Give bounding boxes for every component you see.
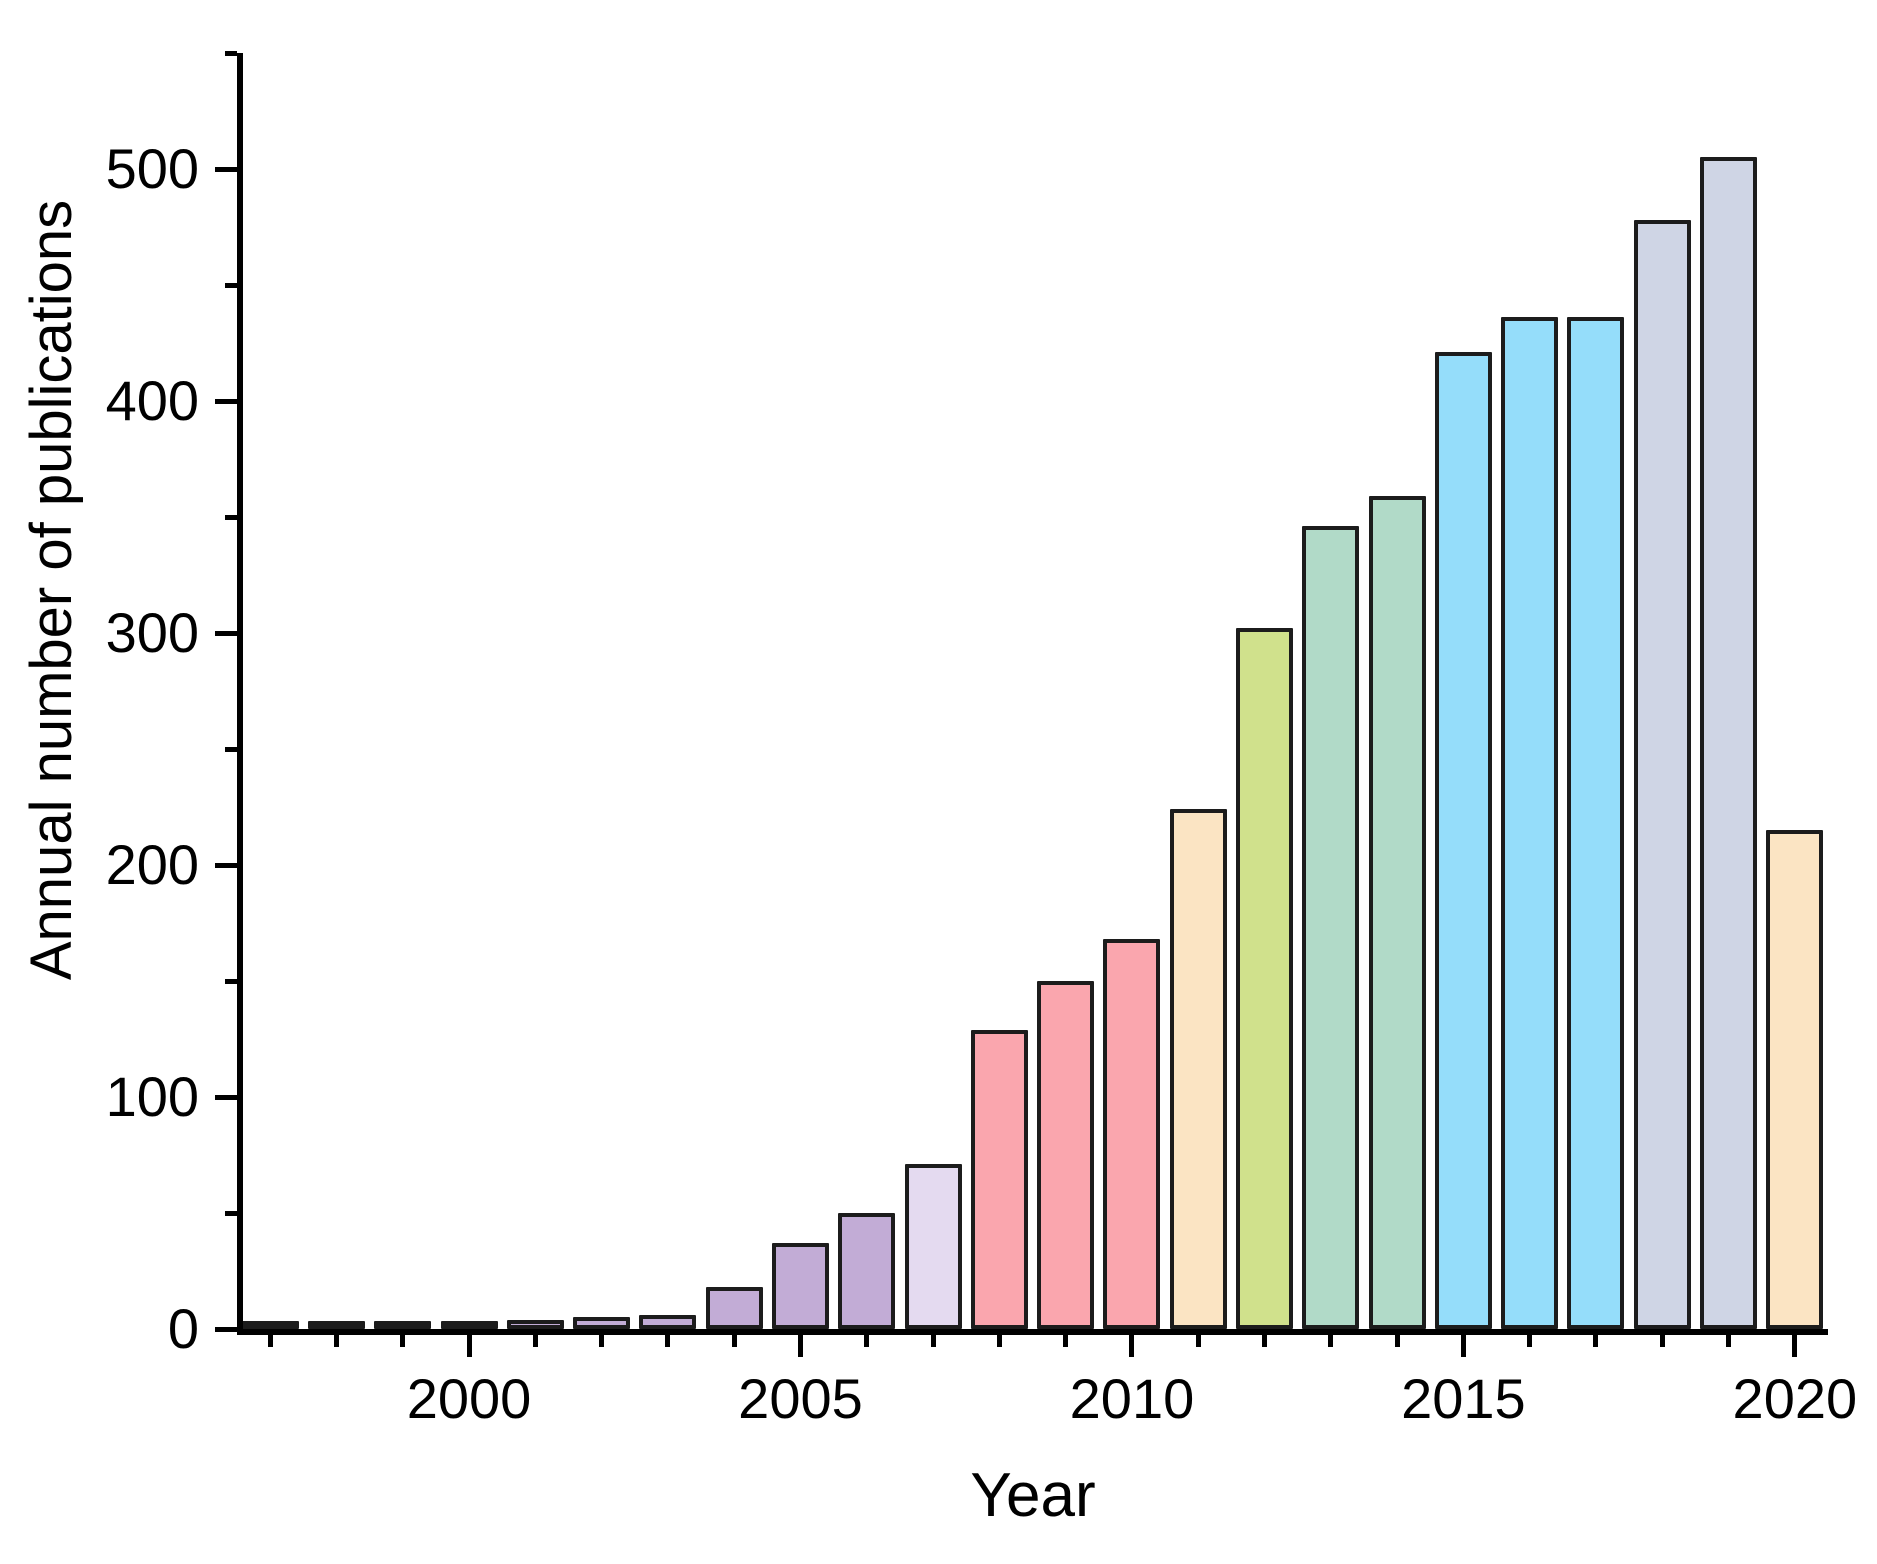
x-minor-tick-2016	[1527, 1335, 1533, 1347]
y-tick-label-500: 500	[105, 137, 199, 200]
y-tick-label-0: 0	[167, 1297, 199, 1360]
bar-2020	[1766, 830, 1824, 1329]
y-major-tick-200	[215, 862, 237, 868]
x-major-tick-2000	[466, 1335, 472, 1357]
y-tick-label-100: 100	[105, 1065, 199, 1128]
bar-2008	[970, 1029, 1028, 1329]
y-tick-label-200: 200	[105, 833, 199, 896]
bar-2010	[1103, 939, 1161, 1329]
bar-2012	[1236, 628, 1294, 1329]
bar-2014	[1368, 496, 1426, 1329]
x-tick-label-2000: 2000	[406, 1367, 532, 1430]
x-major-tick-2015	[1460, 1335, 1466, 1357]
x-minor-tick-1997	[267, 1335, 273, 1347]
bar-2001	[506, 1319, 564, 1329]
bar-2000	[440, 1321, 498, 1329]
y-minor-tick-550	[225, 50, 237, 56]
x-minor-tick-1998	[333, 1335, 339, 1347]
bar-2016	[1501, 317, 1559, 1329]
y-minor-tick-50	[225, 1210, 237, 1216]
y-major-tick-0	[215, 1326, 237, 1332]
x-minor-tick-2019	[1726, 1335, 1732, 1347]
bar-1998	[307, 1321, 365, 1329]
bar-2004	[705, 1287, 763, 1329]
x-minor-tick-2006	[864, 1335, 870, 1347]
x-tick-label-2010: 2010	[1069, 1367, 1195, 1430]
y-tick-label-300: 300	[105, 601, 199, 664]
x-tick-label-2015: 2015	[1401, 1367, 1526, 1430]
bar-2003	[639, 1315, 697, 1329]
x-major-tick-2020	[1792, 1335, 1798, 1357]
bar-1999	[374, 1321, 432, 1329]
y-axis-title: Annual number of publications	[19, 199, 84, 981]
y-minor-tick-150	[225, 978, 237, 984]
x-minor-tick-2002	[599, 1335, 605, 1347]
x-minor-tick-2004	[731, 1335, 737, 1347]
bar-2006	[838, 1213, 896, 1329]
x-minor-tick-2014	[1394, 1335, 1400, 1347]
bar-2005	[771, 1243, 829, 1329]
x-minor-tick-2013	[1328, 1335, 1334, 1347]
x-tick-label-2005: 2005	[738, 1367, 863, 1430]
y-axis-line	[237, 53, 243, 1335]
bar-2002	[573, 1317, 631, 1329]
y-major-tick-100	[215, 1094, 237, 1100]
x-minor-tick-2008	[996, 1335, 1002, 1347]
x-minor-tick-1999	[400, 1335, 406, 1347]
x-axis-line	[237, 1329, 1828, 1335]
bar-2013	[1302, 526, 1360, 1329]
bar-1997	[241, 1321, 299, 1329]
y-minor-tick-350	[225, 514, 237, 520]
x-minor-tick-2001	[532, 1335, 538, 1347]
bar-2009	[1037, 981, 1095, 1329]
x-major-tick-2010	[1129, 1335, 1135, 1357]
bar-2015	[1434, 352, 1492, 1329]
x-minor-tick-2003	[665, 1335, 671, 1347]
x-minor-tick-2017	[1593, 1335, 1599, 1347]
bar-2007	[904, 1164, 962, 1329]
bar-2018	[1633, 220, 1691, 1329]
x-axis-title: Year	[970, 1461, 1096, 1530]
y-major-tick-400	[215, 398, 237, 404]
y-minor-tick-450	[225, 282, 237, 288]
bar-2011	[1169, 809, 1227, 1329]
x-minor-tick-2009	[1063, 1335, 1069, 1347]
bar-2019	[1700, 157, 1758, 1329]
bar-2017	[1567, 317, 1625, 1329]
x-minor-tick-2018	[1659, 1335, 1665, 1347]
x-minor-tick-2012	[1262, 1335, 1268, 1347]
y-minor-tick-250	[225, 746, 237, 752]
y-tick-label-400: 400	[105, 369, 199, 432]
y-major-tick-500	[215, 166, 237, 172]
x-minor-tick-2007	[930, 1335, 936, 1347]
y-major-tick-300	[215, 630, 237, 636]
x-major-tick-2005	[797, 1335, 803, 1357]
x-tick-label-2020: 2020	[1732, 1367, 1858, 1430]
x-minor-tick-2011	[1195, 1335, 1201, 1347]
plot-area: 2000 2005 2010 2015 2020 0 100 200 300 400 500	[106, 50, 1857, 1427]
